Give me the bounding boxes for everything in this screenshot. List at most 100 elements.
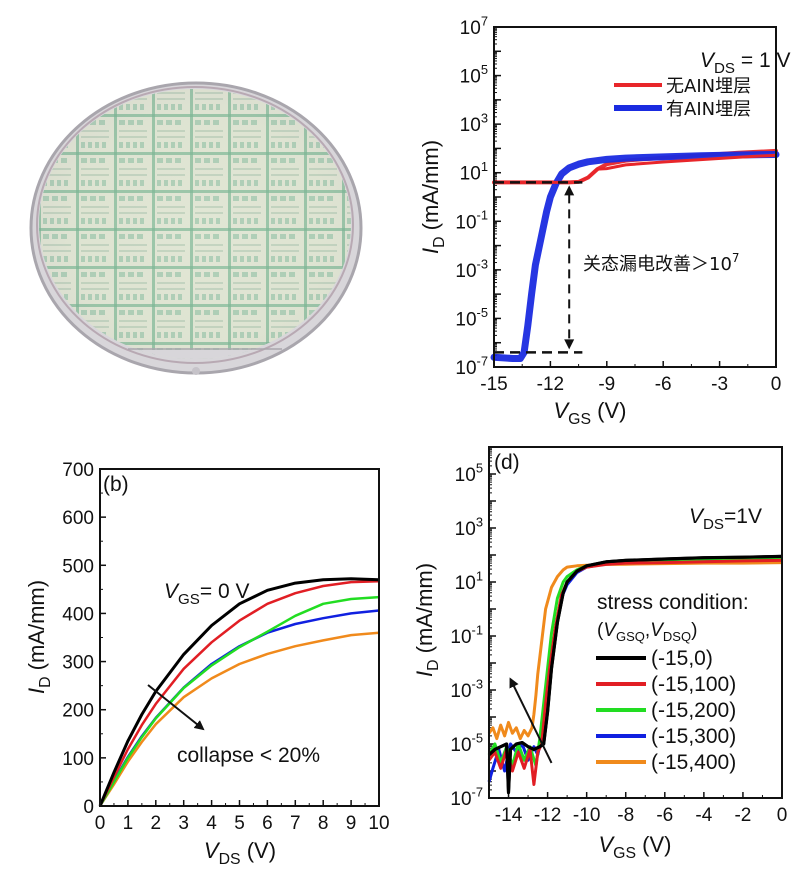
wafer-flat [125, 350, 285, 359]
y-tick-label: 10-5 [450, 730, 483, 756]
y-tick-label: 10-1 [450, 622, 483, 648]
svg-text:ID (mA/mm): ID (mA/mm) [412, 563, 442, 677]
y-tick-label: 300 [62, 653, 94, 674]
legend-label: 有AIN埋层 [666, 99, 751, 120]
legend-label: (-15,300) [651, 725, 736, 748]
x-tick-label: 5 [234, 813, 245, 834]
y-axis-label: ID (mA/mm) [412, 563, 442, 677]
wafer-carrier-inner [36, 86, 354, 364]
y-tick-label: 103 [460, 111, 488, 137]
x-tick-label: -12 [537, 374, 564, 395]
annotation-leakage-improvement: 关态漏电改善＞107 [583, 251, 740, 275]
y-tick-label: 10-5 [455, 305, 488, 331]
chart-transfer-aln: 10-7 10-5 10-3 10-1 101 103 105 107 -15 -12 -9 -6 -3… [418, 13, 790, 428]
y-tick-label: 103 [455, 514, 483, 540]
legend-subtitle: (VGSQ,VDSQ) [597, 620, 697, 644]
x-tick-label: -9 [598, 374, 615, 395]
x-tick-label: 1 [123, 813, 134, 834]
svg-text:ID (mA/mm): ID (mA/mm) [418, 140, 448, 254]
x-axis-label: VGS (V) [553, 398, 626, 428]
y-tick-label: 10-3 [455, 256, 488, 282]
chart-d-transfer-stress: 10-7 10-5 10-3 10-1 101 103 105 -14 -12 -10 -8 -6 -4… [412, 446, 788, 862]
arrow-head-down [564, 339, 575, 350]
y-tick-label: 200 [62, 701, 94, 722]
panel-label: (b) [103, 473, 129, 496]
x-tick-label: 3 [178, 813, 189, 834]
x-tick-label: 0 [771, 374, 782, 395]
x-tick-label: -12 [534, 805, 561, 826]
x-tick-label: 9 [346, 813, 357, 834]
x-tick-label: 7 [290, 813, 301, 834]
legend-label: (-15,200) [651, 699, 736, 722]
x-tick-label: 10 [368, 813, 389, 834]
series-line [98, 579, 380, 807]
svg-text:VGS (V): VGS (V) [553, 398, 626, 428]
svg-text:VDS (V): VDS (V) [204, 838, 276, 868]
x-tick-label: 4 [206, 813, 217, 834]
x-tick-label: -15 [480, 374, 507, 395]
plot-frame [99, 468, 380, 807]
legend-label: 无AIN埋层 [666, 76, 751, 97]
y-tick-label: 100 [62, 749, 94, 770]
x-tick-label: -10 [573, 805, 600, 826]
y-tick-label: 500 [62, 556, 94, 577]
svg-text:ID (mA/mm): ID (mA/mm) [24, 580, 54, 694]
legend-label: (-15,100) [651, 673, 736, 696]
plot-frame [488, 446, 783, 799]
y-axis-label: ID (mA/mm) [24, 580, 54, 694]
vgs-annotation: VGS= 0 V [164, 580, 249, 608]
y-tick-label: 10-1 [455, 208, 488, 234]
carrier-notch [192, 367, 200, 375]
svg-text:VGS= 0 V: VGS= 0 V [164, 580, 249, 608]
x-tick-label: 0 [777, 805, 788, 826]
x-tick-label: -8 [617, 805, 634, 826]
shift-arrow [509, 677, 553, 764]
x-tick-label: 6 [262, 813, 273, 834]
y-tick-label: 107 [460, 13, 488, 39]
arrow-head-up [564, 185, 575, 196]
wafer-photo [29, 81, 363, 375]
collapse-arrow [147, 684, 205, 731]
series-line [98, 609, 380, 807]
y-tick-label: 105 [455, 460, 483, 486]
series-line [98, 595, 380, 807]
y-tick-label: 10-7 [455, 353, 488, 379]
x-tick-label: -14 [495, 805, 523, 826]
series-line [487, 558, 783, 786]
series-line-top [487, 554, 783, 795]
y-tick-label: 105 [460, 62, 488, 88]
y-tick-label: 0 [83, 797, 94, 818]
svg-text:VGS (V): VGS (V) [598, 832, 671, 862]
y-tick-label: 101 [455, 568, 483, 594]
x-axis-label: VDS (V) [204, 838, 276, 868]
x-tick-label: -2 [734, 805, 751, 826]
x-tick-label: 0 [95, 813, 106, 834]
x-axis-label: VGS (V) [598, 832, 671, 862]
series-line [487, 561, 783, 741]
y-tick-label: 10-3 [450, 676, 483, 702]
y-tick-label: 600 [62, 508, 94, 529]
y-tick-label: 101 [460, 159, 488, 185]
plot-frame [493, 26, 777, 368]
x-tick-label: -4 [695, 805, 712, 826]
y-tick-label: 10-7 [450, 784, 483, 810]
legend-title: stress condition: [597, 591, 749, 614]
x-tick-label: -6 [656, 805, 673, 826]
svg-text:VDS=1V: VDS=1V [689, 505, 762, 533]
collapse-annotation: collapse < 20% [177, 744, 320, 767]
x-tick-label: 2 [151, 813, 162, 834]
panel-label: (d) [494, 451, 520, 474]
x-tick-label: -6 [655, 374, 672, 395]
x-tick-label: 8 [318, 813, 329, 834]
legend-label: (-15,400) [651, 751, 736, 774]
legend-label: (-15,0) [651, 647, 713, 670]
series-line [98, 577, 380, 807]
series-line [98, 631, 380, 807]
x-tick-label: -3 [711, 374, 728, 395]
vds-condition-label: VDS=1V [689, 505, 762, 533]
y-axis-label: ID (mA/mm) [418, 140, 448, 254]
y-tick-label: 700 [62, 460, 94, 481]
y-tick-label: 400 [62, 604, 94, 625]
